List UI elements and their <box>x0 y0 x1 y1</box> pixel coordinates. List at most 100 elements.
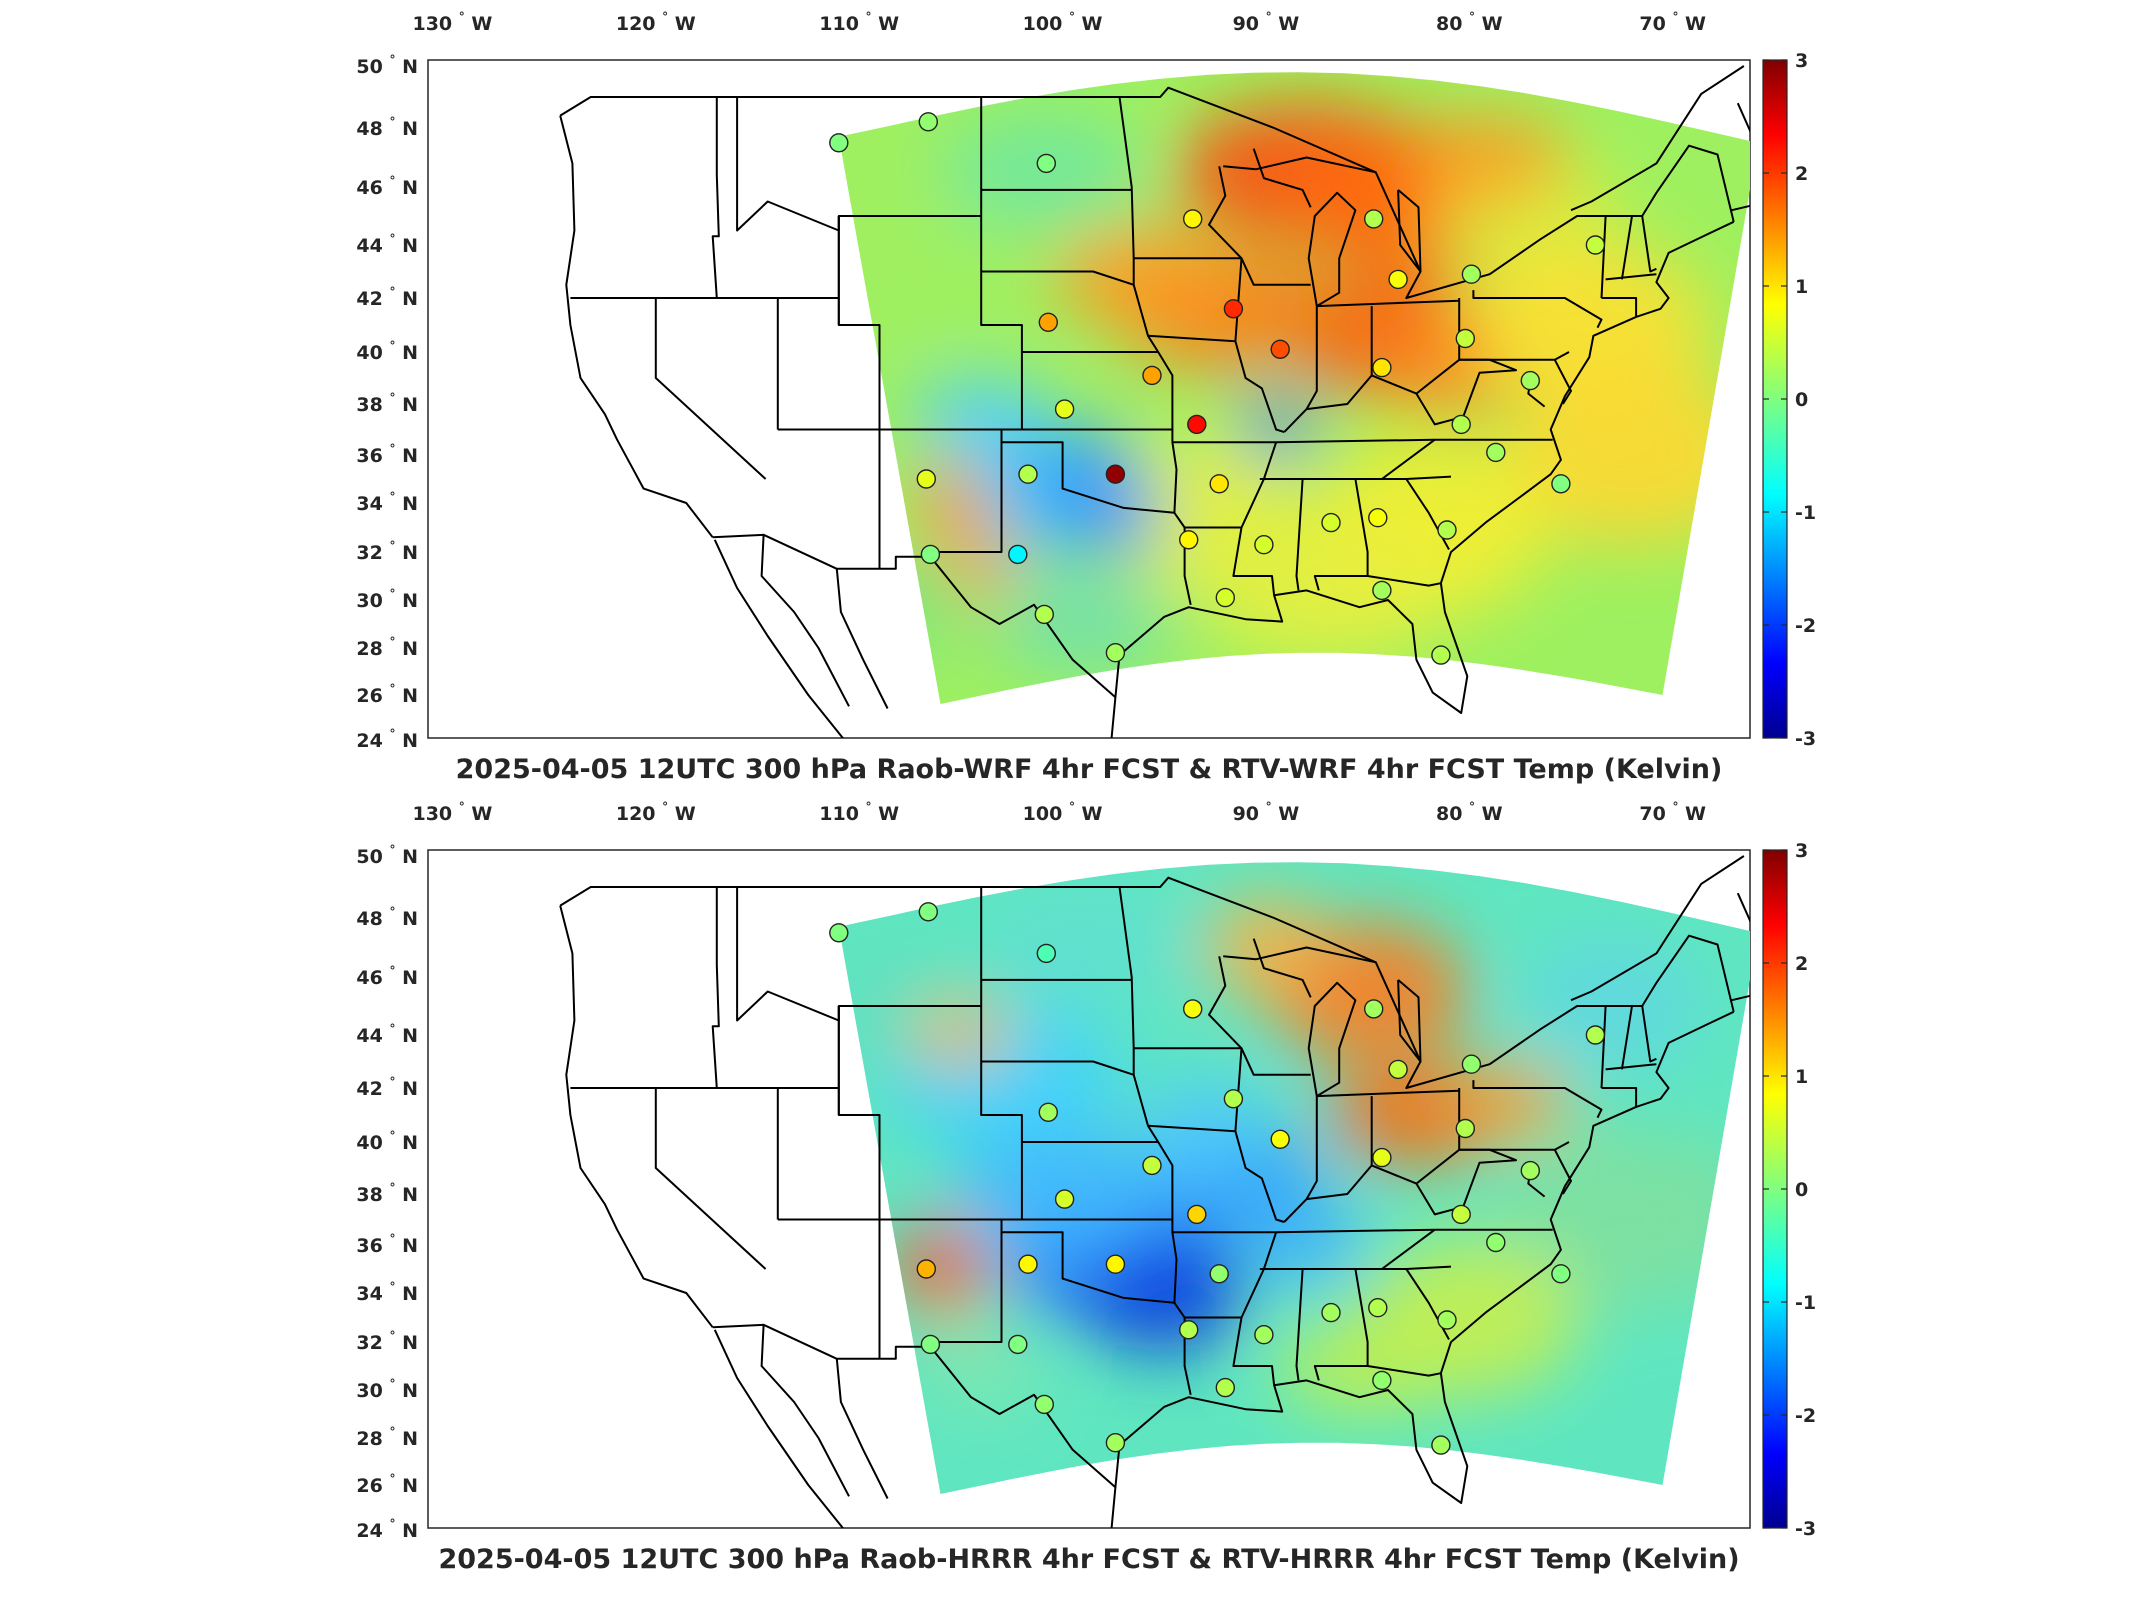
boundary-line <box>1367 1365 1442 1377</box>
boundary-line <box>1223 946 1377 964</box>
boundary-line <box>1306 1096 1373 1201</box>
lon-tick-label: 110 ° W <box>819 10 899 35</box>
colorbar-tick-label: 3 <box>1795 840 1808 862</box>
boundary-line <box>835 1358 889 1499</box>
temperature-difference-field <box>838 862 1750 1494</box>
map-title: 2025-04-05 12UTC 300 hPa Raob-HRRR 4hr F… <box>438 1544 1739 1575</box>
raob-station-marker <box>920 1334 941 1355</box>
boundary-line <box>1133 257 1243 343</box>
raob-station-marker <box>1018 464 1038 484</box>
colorbar: 3 2 1 0 -1 -2 -3 <box>1762 50 1816 750</box>
map-axes: 130 ° W 120 ° W 110 ° W 100 ° W 90 ° W 80 ° W… <box>356 800 1706 1542</box>
boundary-line <box>1171 1232 1178 1303</box>
boundary-line <box>1234 340 1285 434</box>
raob-station-marker <box>1018 1254 1038 1274</box>
boundary-line <box>1605 273 1657 281</box>
boundary-line <box>1570 855 1745 1002</box>
colorbar-tick-label: -2 <box>1795 615 1816 637</box>
raob-station-marker <box>916 469 936 489</box>
raob-station-marker <box>1551 1264 1571 1284</box>
raob-station-marker <box>1461 264 1482 284</box>
field-patch <box>1063 475 1164 556</box>
boundary-line <box>1133 1047 1243 1133</box>
field-patch <box>910 1005 1011 1065</box>
boundary-line <box>928 1219 1003 1343</box>
raob-station-marker <box>829 133 849 153</box>
lat-tick-label: 30 ° N <box>356 1377 418 1402</box>
boundary-line <box>835 568 889 709</box>
boundary-line <box>1001 441 1192 606</box>
raob-station-marker <box>1008 1334 1028 1355</box>
raob-station-marker <box>1008 544 1028 565</box>
lon-tick-label: 120 ° W <box>616 800 696 825</box>
field-patch <box>1104 435 1305 596</box>
colorbar-tick-label: -1 <box>1795 502 1816 524</box>
raob-station-marker <box>1187 1204 1207 1225</box>
boundary-line <box>1620 1005 1633 1070</box>
raob-station-marker <box>1054 399 1075 419</box>
colorbar-tick-label: 0 <box>1795 1179 1808 1201</box>
boundary-line <box>981 1060 1135 1076</box>
boundary-line <box>1223 156 1377 174</box>
raob-station-marker <box>1455 328 1476 349</box>
lat-tick-label: 42 ° N <box>356 285 418 310</box>
boundary-line <box>1397 189 1422 273</box>
field-patch <box>1053 226 1234 327</box>
field-patch <box>992 574 1173 674</box>
boundary-line <box>1570 65 1745 212</box>
lat-tick-label: 46 ° N <box>356 964 418 989</box>
boundary-line <box>928 429 1003 553</box>
lat-tick-label: 48 ° N <box>356 115 418 140</box>
raob-station-marker <box>1437 1310 1457 1330</box>
boundary-line <box>929 220 1735 714</box>
lon-tick-label: 100 ° W <box>1023 10 1103 35</box>
lat-tick-label: 28 ° N <box>356 1425 418 1450</box>
raob-station-marker <box>1036 153 1057 174</box>
lon-tick-label: 130 ° W <box>412 10 492 35</box>
raob-station-marker <box>1372 580 1392 601</box>
raob-station-marker <box>1105 1254 1126 1274</box>
lat-tick-label: 40 ° N <box>356 1129 418 1154</box>
lat-tick-label: 40 ° N <box>356 339 418 364</box>
raob-station-marker <box>1034 1394 1055 1415</box>
raob-station-marker <box>918 902 938 922</box>
lat-tick-label: 26 ° N <box>356 682 418 707</box>
boundary-line <box>760 534 850 707</box>
boundary-line <box>1731 892 1750 1002</box>
field-patch <box>1205 897 1326 998</box>
raob-station-marker <box>1372 1147 1392 1168</box>
boundary-line <box>1283 306 1318 433</box>
boundary-line <box>713 539 845 738</box>
lat-tick-label: 44 ° N <box>356 1022 418 1047</box>
raob-station-marker <box>1142 1155 1162 1176</box>
boundary-line <box>1472 290 1603 329</box>
boundary-line <box>1316 1089 1460 1098</box>
field-patch <box>982 887 1183 1008</box>
colorbar-tick-label: -3 <box>1795 1518 1816 1540</box>
lon-tick-label: 120 ° W <box>616 10 696 35</box>
boundary-line <box>712 1323 931 1360</box>
state-boundaries <box>559 65 1750 738</box>
field-patch <box>942 112 1143 233</box>
lon-tick-label: 110 ° W <box>819 800 899 825</box>
raob-station-marker <box>1215 587 1236 608</box>
lat-tick-label: 36 ° N <box>356 442 418 467</box>
boundary-line <box>1397 979 1422 1063</box>
boundary-line <box>711 887 720 1089</box>
boundary-line <box>1001 1218 1277 1234</box>
colorbar-tick-label: 2 <box>1795 163 1808 185</box>
colorbar-tick-label: -1 <box>1795 1292 1816 1314</box>
boundary-line <box>1295 478 1304 591</box>
boundary-line <box>1600 1005 1607 1089</box>
state-boundaries <box>559 855 1750 1528</box>
colorbar: 3 2 1 0 -1 -2 -3 <box>1762 840 1816 1540</box>
boundary-line <box>713 1329 845 1528</box>
raob-station-marker <box>1372 1370 1392 1391</box>
lon-tick-label: 70 ° W <box>1639 800 1706 825</box>
boundary-line <box>1252 148 1312 208</box>
raob-station-marker <box>1455 1118 1476 1139</box>
raob-station-marker <box>1182 999 1203 1019</box>
raob-station-marker <box>1321 1302 1341 1323</box>
boundary-line <box>1605 1063 1657 1071</box>
boundary-line <box>1601 1087 1638 1107</box>
